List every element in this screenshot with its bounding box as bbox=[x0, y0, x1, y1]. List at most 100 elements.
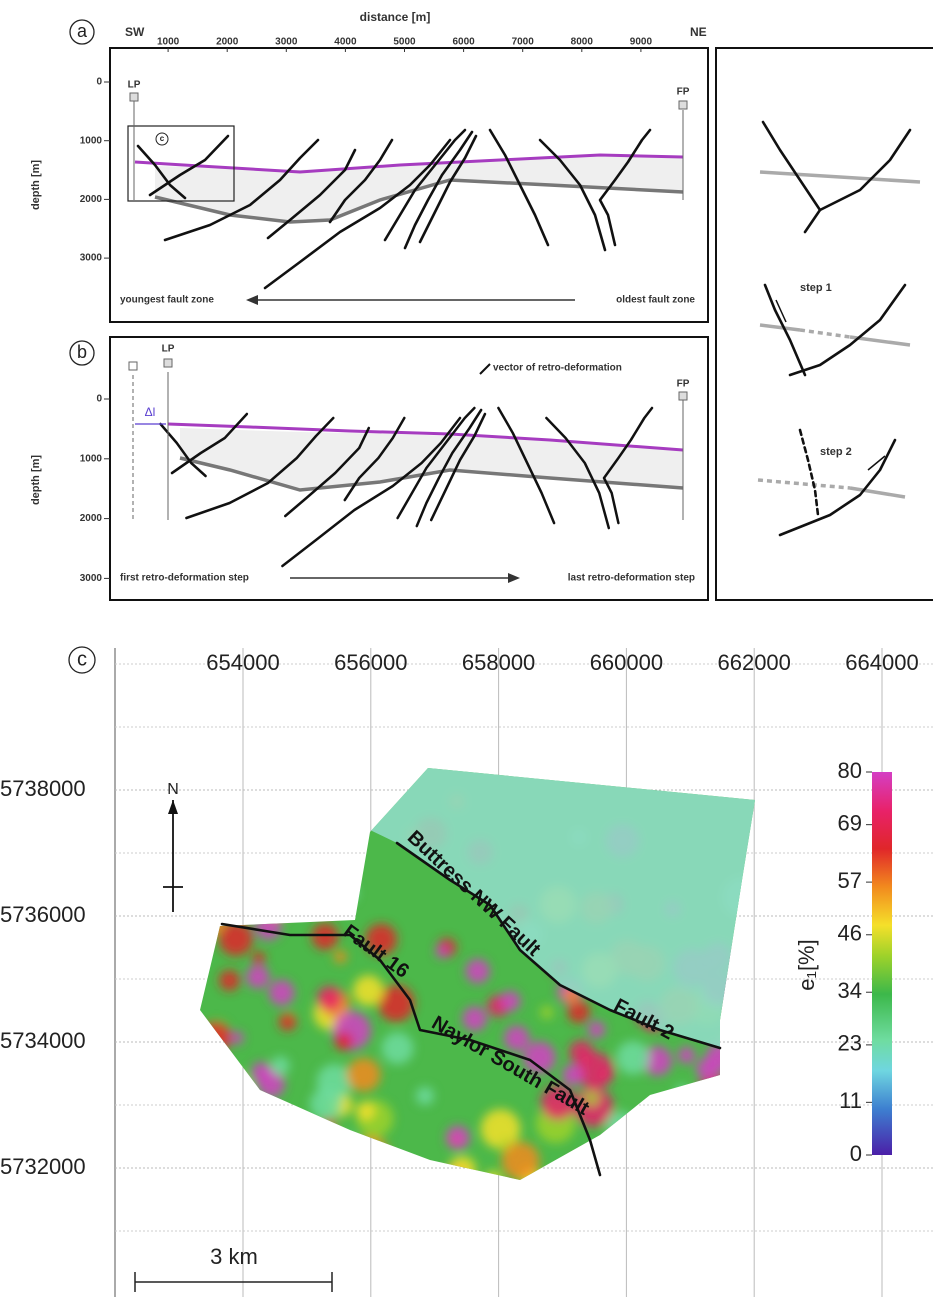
texture bbox=[256, 882, 295, 921]
y-tick-label: 5736000 bbox=[0, 902, 86, 927]
axis-title: depth [m] bbox=[30, 160, 42, 210]
texture bbox=[677, 1046, 696, 1064]
texture bbox=[549, 1174, 564, 1180]
x-tick-label: 662000 bbox=[717, 650, 790, 675]
texture bbox=[323, 1145, 340, 1163]
texture bbox=[270, 1056, 290, 1076]
texture bbox=[203, 1136, 221, 1155]
texture bbox=[675, 1085, 689, 1098]
texture bbox=[698, 1075, 735, 1113]
y-tick-label: 5734000 bbox=[0, 1028, 86, 1053]
texture bbox=[628, 1150, 655, 1177]
texture bbox=[616, 1040, 650, 1075]
texture bbox=[316, 1063, 353, 1100]
texture bbox=[337, 1133, 357, 1153]
x-tick-label: 9000 bbox=[630, 37, 653, 48]
texture bbox=[602, 1171, 622, 1180]
texture bbox=[284, 813, 314, 842]
texture bbox=[334, 1032, 353, 1051]
x-tick-label: 660000 bbox=[590, 650, 663, 675]
colorbar-tick-label: 69 bbox=[838, 810, 862, 835]
north-label: N bbox=[167, 781, 179, 798]
colorbar-tick-label: 80 bbox=[838, 758, 862, 783]
texture bbox=[210, 1173, 229, 1180]
texture bbox=[215, 1070, 253, 1108]
y-tick-label: 2000 bbox=[80, 194, 103, 205]
texture bbox=[480, 1109, 521, 1149]
texture bbox=[448, 1156, 477, 1180]
texture bbox=[268, 979, 295, 1006]
texture bbox=[504, 1025, 530, 1051]
texture bbox=[381, 1032, 414, 1065]
x-tick-label: 8000 bbox=[571, 37, 594, 48]
texture bbox=[655, 1157, 686, 1180]
texture bbox=[303, 839, 339, 875]
x-tick-label: 5000 bbox=[393, 37, 416, 48]
y-tick-label: 1000 bbox=[80, 135, 103, 146]
texture bbox=[269, 1142, 295, 1168]
offset-label: Δl bbox=[145, 405, 156, 419]
x-tick-label: 656000 bbox=[334, 650, 407, 675]
texture bbox=[540, 1005, 554, 1020]
texture bbox=[251, 1061, 272, 1083]
texture bbox=[230, 1031, 244, 1045]
well-label: LP bbox=[128, 80, 141, 91]
note: youngest fault zone bbox=[120, 295, 214, 306]
colorbar-title: e₁[%] bbox=[794, 939, 819, 990]
inset-label: c bbox=[160, 134, 165, 143]
texture bbox=[683, 1164, 720, 1180]
texture bbox=[415, 1086, 435, 1106]
y-tick-label: 5738000 bbox=[0, 776, 86, 801]
texture bbox=[246, 965, 270, 989]
x-tick-label: 3000 bbox=[275, 37, 298, 48]
texture bbox=[244, 866, 285, 906]
texture bbox=[693, 1163, 721, 1180]
x-tick-label: 664000 bbox=[845, 650, 918, 675]
x-tick-label: 4000 bbox=[334, 37, 357, 48]
texture bbox=[698, 1157, 732, 1180]
texture bbox=[695, 1080, 723, 1107]
panel-label: c bbox=[77, 648, 87, 670]
axis-title: depth [m] bbox=[30, 455, 42, 505]
texture bbox=[501, 1141, 540, 1180]
texture bbox=[243, 1160, 279, 1180]
texture bbox=[353, 975, 384, 1006]
texture bbox=[500, 990, 521, 1012]
texture bbox=[339, 1161, 365, 1180]
x-tick-label: 658000 bbox=[462, 650, 535, 675]
colorbar-tick-label: 23 bbox=[838, 1031, 862, 1056]
texture bbox=[562, 1064, 584, 1086]
direction-label: NE bbox=[690, 25, 707, 39]
legend: vector of retro-deformation bbox=[493, 363, 622, 374]
well-label: FP bbox=[677, 87, 690, 98]
panel-b: b depth [m] LP FP Δl vector of retro-def… bbox=[30, 336, 709, 601]
x-tick-label: 6000 bbox=[452, 37, 475, 48]
texture bbox=[200, 1021, 232, 1054]
x-tick-label: 654000 bbox=[206, 650, 279, 675]
texture bbox=[724, 1023, 753, 1052]
texture bbox=[462, 1006, 487, 1031]
x-tick-label: 2000 bbox=[216, 37, 239, 48]
texture bbox=[214, 1125, 253, 1164]
note: first retro-deformation step bbox=[120, 573, 249, 584]
y-tick-label: 0 bbox=[96, 77, 102, 88]
texture bbox=[200, 1162, 224, 1180]
texture bbox=[255, 914, 282, 940]
y-tick-label: 1000 bbox=[80, 453, 103, 464]
texture bbox=[636, 1141, 653, 1158]
texture bbox=[445, 1125, 470, 1150]
y-tick-label: 5732000 bbox=[0, 1154, 86, 1179]
y-tick-label: 3000 bbox=[80, 573, 103, 584]
step-label: step 1 bbox=[800, 282, 832, 294]
texture bbox=[200, 905, 226, 936]
texture bbox=[316, 1147, 334, 1164]
panel-a: a SW NE distance [m] depth [m] c LP FP y… bbox=[30, 10, 709, 323]
texture bbox=[252, 951, 266, 965]
texture bbox=[338, 882, 358, 903]
texture bbox=[635, 1151, 659, 1175]
texture bbox=[246, 875, 262, 891]
x-tick-label: 1000 bbox=[157, 37, 180, 48]
texture bbox=[325, 855, 346, 875]
x-tick-label: 7000 bbox=[512, 37, 535, 48]
texture bbox=[311, 923, 339, 950]
